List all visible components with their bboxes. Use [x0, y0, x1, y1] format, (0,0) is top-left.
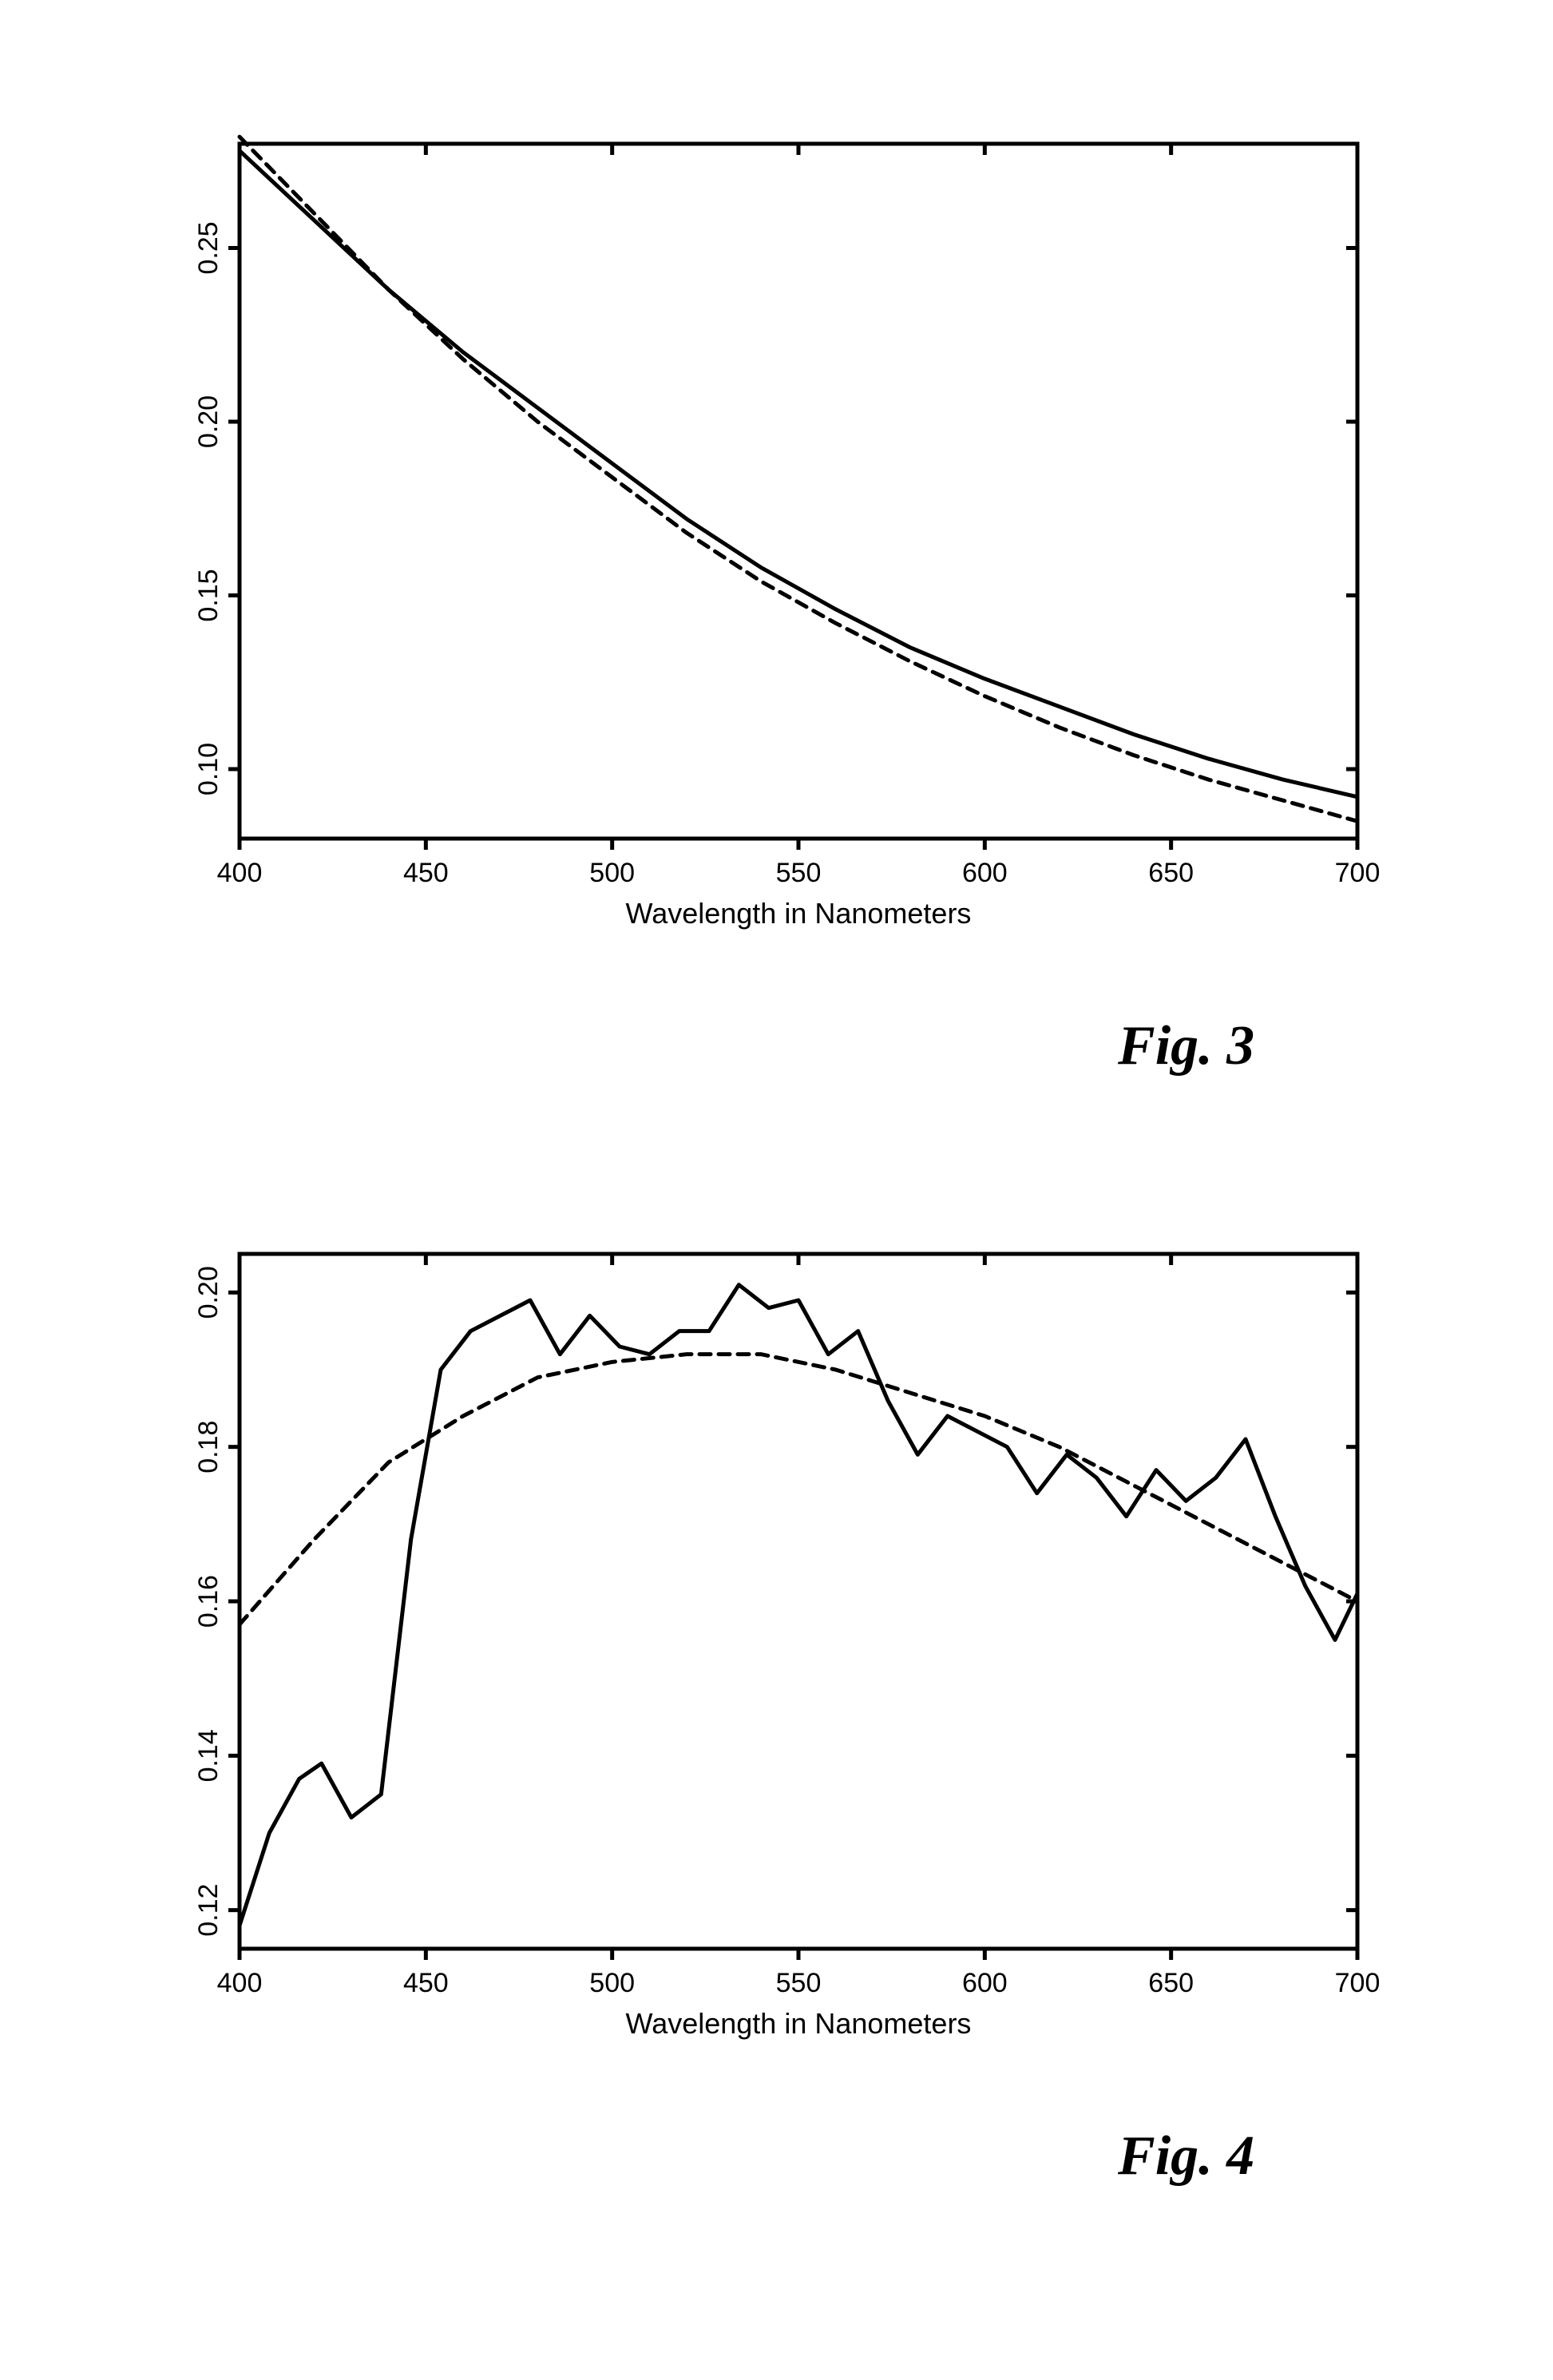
fig3-xtick-label: 700 [1335, 858, 1381, 888]
fig4-plot-border [240, 1254, 1357, 1949]
fig4-xtick-label: 600 [962, 1968, 1008, 1998]
fig3-xlabel: Wavelength in Nanometers [626, 897, 972, 930]
fig4-ytick-label: 0.18 [193, 1421, 224, 1474]
fig4-xtick-label: 450 [403, 1968, 449, 1998]
fig4-xlabel: Wavelength in Nanometers [626, 2007, 972, 2040]
fig4-xtick-label: 700 [1335, 1968, 1381, 1998]
figure-3-caption: Fig. 3 [1118, 1014, 1254, 1078]
fig3-svg: 400 450 500 550 600 650 700 0.10 0.15 0.20 0.25 Wav… [104, 112, 1429, 966]
fig3-ytick-label: 0.10 [193, 743, 224, 795]
fig4-ytick-label: 0.16 [193, 1575, 224, 1628]
fig4-ytick-label: 0.14 [193, 1729, 224, 1782]
fig3-xtick-label: 500 [589, 858, 635, 888]
fig3-xtick-label: 400 [217, 858, 263, 888]
fig3-xtick-label: 600 [962, 858, 1008, 888]
fig4-xtick-label: 500 [589, 1968, 635, 1998]
page: 400 450 500 550 600 650 700 0.10 0.15 0.20 0.25 Wav… [0, 0, 1553, 2380]
fig3-ytick-label: 0.15 [193, 569, 224, 621]
fig4-xtick-label: 650 [1148, 1968, 1194, 1998]
fig4-xtick-label: 550 [776, 1968, 822, 1998]
fig3-ytick-label: 0.25 [193, 221, 224, 274]
fig4-xtick-label: 400 [217, 1968, 263, 1998]
fig3-xtick-label: 550 [776, 858, 822, 888]
fig3-xtick-label: 650 [1148, 858, 1194, 888]
fig4-ytick-label: 0.20 [193, 1266, 224, 1319]
figure-4: 400 450 500 550 600 650 700 0.12 0.14 0.16 0.18 0.2… [104, 1222, 1429, 2077]
fig3-plot-border [240, 144, 1357, 839]
fig4-svg: 400 450 500 550 600 650 700 0.12 0.14 0.16 0.18 0.2… [104, 1222, 1429, 2077]
figure-4-caption: Fig. 4 [1118, 2124, 1254, 2188]
fig4-ytick-label: 0.12 [193, 1884, 224, 1937]
figure-3: 400 450 500 550 600 650 700 0.10 0.15 0.20 0.25 Wav… [104, 112, 1429, 966]
fig3-ytick-label: 0.20 [193, 395, 224, 448]
fig3-xtick-label: 450 [403, 858, 449, 888]
